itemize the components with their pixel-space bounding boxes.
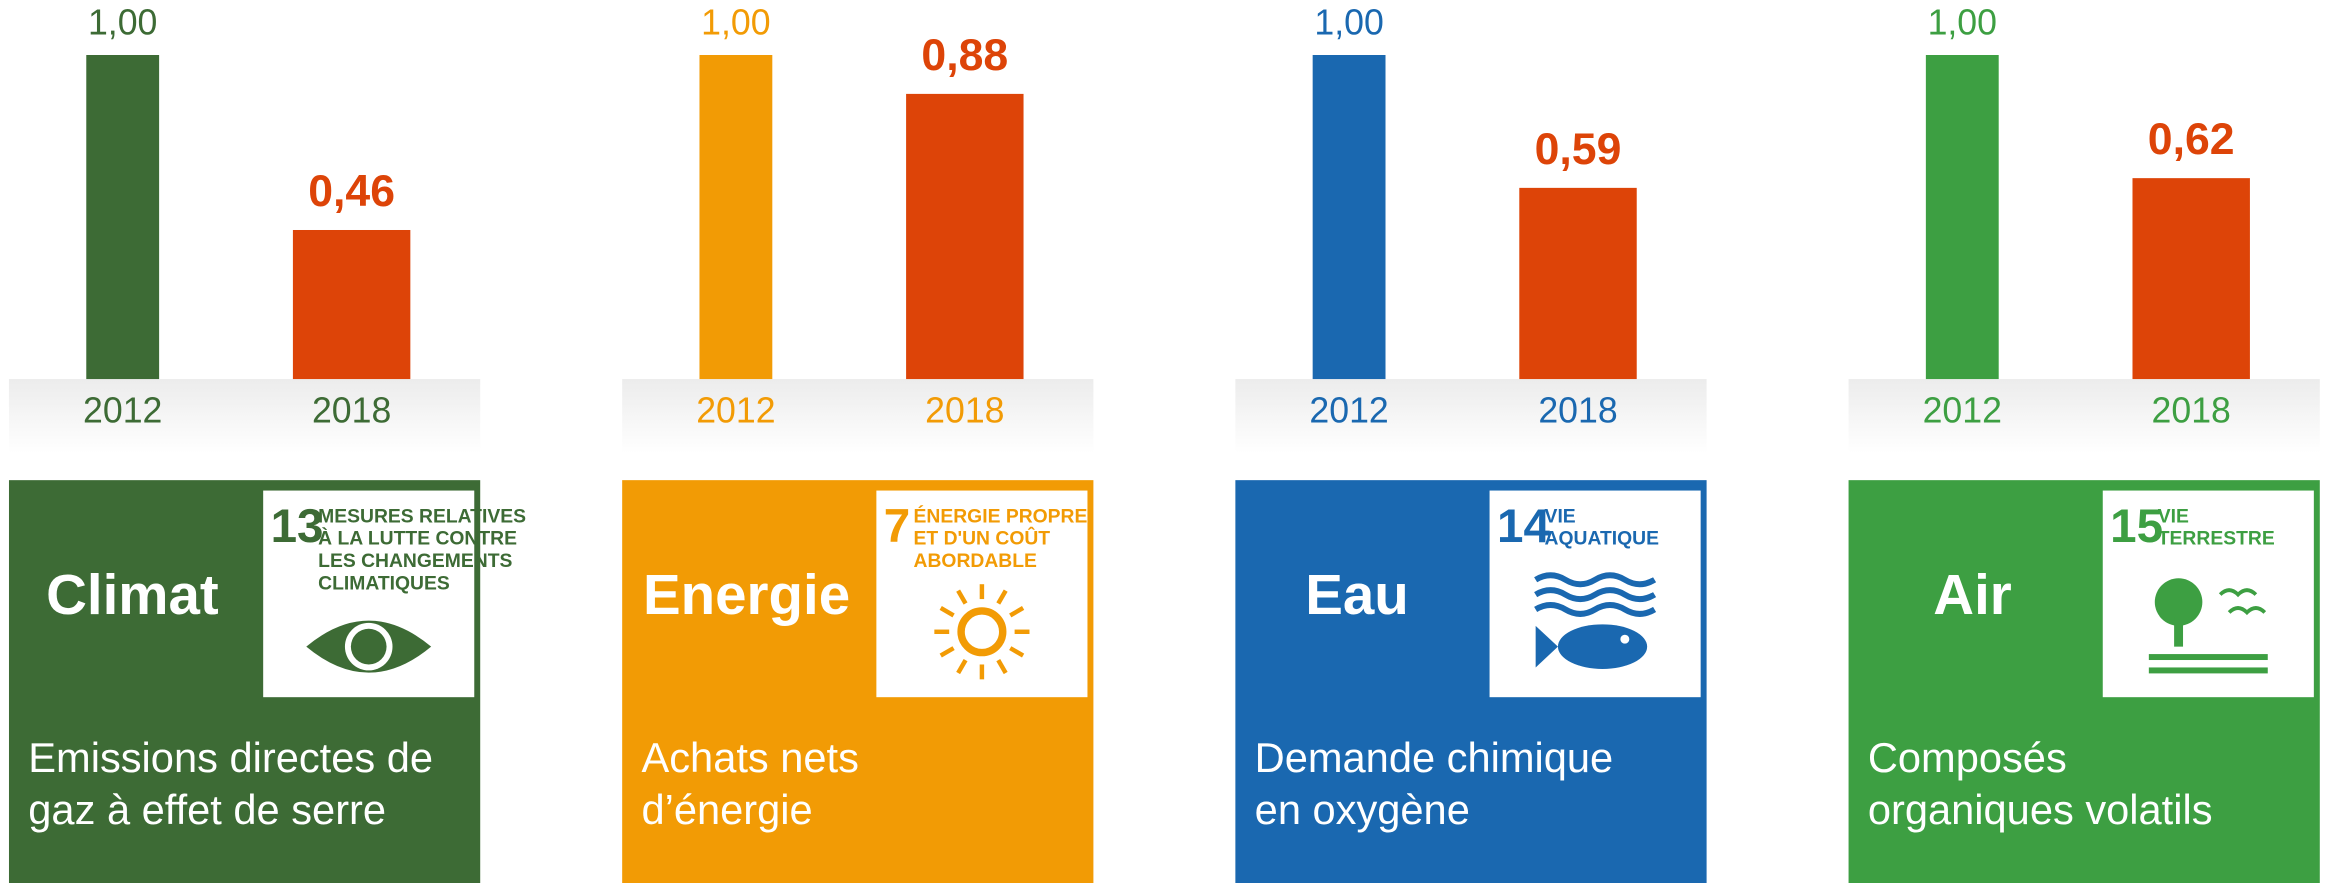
sdg-label: À LA LUTTE CONTRE [318, 527, 517, 550]
sdg-number: 15 [2110, 500, 2163, 553]
value-label: 1,00 [1928, 3, 1997, 43]
icon-art [1534, 587, 1657, 603]
x-tick-label: 2018 [925, 391, 1004, 431]
icon-art [1534, 602, 1657, 617]
icon-art [1009, 646, 1025, 658]
indicator-description: Emissions directes de [28, 734, 433, 781]
bar [292, 229, 411, 380]
value-label: 0,59 [1535, 125, 1622, 174]
sdg-label: MESURES RELATIVES [318, 506, 526, 527]
x-tick-label: 2012 [1309, 391, 1388, 431]
icon-art [957, 607, 1007, 657]
indicator-description: organiques volatils [1868, 786, 2213, 833]
sdg-label: VIE [1545, 506, 1576, 527]
sdg-label: ABORDABLE [914, 551, 1038, 572]
sdg-label: VIE [2158, 506, 2189, 527]
sdg-number: 13 [271, 500, 324, 553]
indicator-description: Demande chimique [1255, 734, 1614, 781]
sdg-label: LES CHANGEMENTS [318, 551, 512, 572]
indicator-description: d’énergie [641, 786, 812, 833]
icon-art [2148, 667, 2268, 674]
icon-art [2174, 616, 2184, 647]
icon-art [2148, 654, 2268, 661]
bar [699, 55, 773, 380]
category-strip [1235, 379, 1707, 454]
icon-art [956, 589, 968, 605]
x-tick-label: 2012 [83, 391, 162, 431]
icon-art [939, 606, 955, 618]
category-strip [1848, 379, 2320, 454]
category-strip [622, 379, 1094, 454]
sdg-label: TERRESTRE [2158, 529, 2275, 550]
icon-art [956, 658, 968, 675]
x-tick-label: 2018 [2152, 391, 2231, 431]
icon-art [1557, 624, 1648, 669]
x-tick-label: 2012 [696, 391, 775, 431]
value-label: 1,00 [88, 3, 157, 43]
indicator-title: Energie [643, 563, 850, 626]
icon-art [939, 646, 955, 658]
value-label: 0,62 [2148, 115, 2235, 164]
indicator-title: Air [1933, 563, 2011, 626]
indicator-description: gaz à effet de serre [28, 786, 386, 833]
sdg-label: CLIMATIQUES [318, 573, 450, 594]
value-label: 1,00 [701, 3, 770, 43]
bar [1312, 55, 1386, 380]
icon-art [2218, 588, 2267, 616]
indicator-description: en oxygène [1255, 786, 1470, 833]
bar [1519, 187, 1637, 380]
x-tick-label: 2018 [1538, 391, 1617, 431]
icon-art [1620, 634, 1630, 644]
bar [906, 93, 1024, 380]
indicator-title: Climat [46, 563, 219, 626]
indicator-description: Achats nets [641, 734, 858, 781]
icon-art [1535, 625, 1558, 668]
indicator-title: Eau [1305, 563, 1409, 626]
icon-art [2154, 578, 2203, 626]
icon-art [1534, 572, 1657, 588]
category-strip [8, 379, 481, 454]
icon-art [996, 589, 1008, 605]
icon-art [1009, 606, 1025, 618]
icon-art [350, 628, 387, 665]
value-label: 1,00 [1314, 3, 1383, 43]
bar [1925, 55, 1999, 380]
value-label: 0,88 [921, 31, 1008, 80]
sdg-label: ÉNERGIE PROPRE [914, 504, 1088, 527]
sdg-label: AQUATIQUE [1545, 529, 1660, 550]
x-tick-label: 2018 [312, 391, 391, 431]
sdg-icon [2102, 490, 2314, 698]
indicator-description: Composés [1868, 734, 2067, 781]
bar [2132, 178, 2250, 380]
sdg-label: ET D'UN COÛT [914, 526, 1051, 550]
sdg-number: 14 [1497, 500, 1550, 553]
bar [86, 55, 160, 380]
sdg-number: 7 [884, 500, 910, 553]
x-tick-label: 2012 [1923, 391, 2002, 431]
value-label: 0,46 [308, 167, 395, 216]
icon-art [996, 658, 1008, 675]
